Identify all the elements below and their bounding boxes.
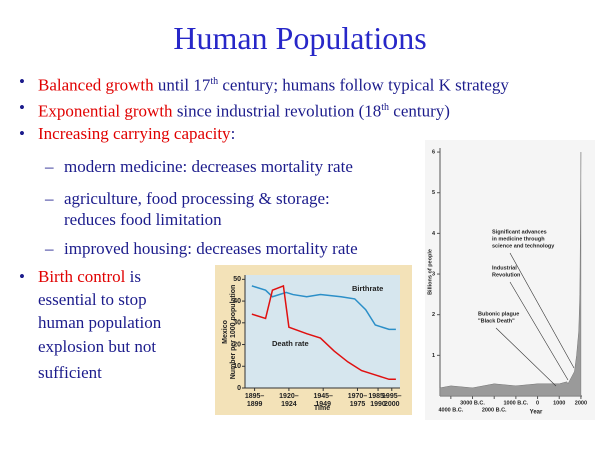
y-tick-label: 1 bbox=[432, 353, 435, 359]
x-axis-label: Time bbox=[314, 405, 330, 412]
x-tick-label: 1949 bbox=[315, 401, 331, 408]
x-tick-label: 1924 bbox=[281, 401, 297, 408]
x-tick-label: 4000 B.C. bbox=[438, 407, 463, 413]
bullet-text: Birth control bbox=[38, 267, 126, 286]
x-tick-label: 0 bbox=[536, 400, 539, 406]
annotation-leader bbox=[509, 281, 569, 381]
bullet-text: Exponential growth bbox=[38, 101, 173, 121]
bullet-line: essential to stop bbox=[38, 290, 147, 309]
bullet: Exponential growth since industrial revo… bbox=[19, 97, 450, 123]
y-tick-label: 4 bbox=[432, 231, 436, 237]
bullet-text: Balanced growth bbox=[38, 75, 154, 95]
series-line bbox=[251, 284, 396, 381]
slide-title: Human Populations bbox=[173, 20, 427, 56]
y-tick-label: 40 bbox=[233, 298, 241, 305]
x-tick-label: 1000 bbox=[553, 400, 565, 406]
bullet-text: until 17 bbox=[153, 75, 211, 95]
country-label: Mexico bbox=[222, 320, 229, 344]
sub-bullet: reduces food limitation bbox=[64, 210, 222, 229]
bullet-text: th bbox=[381, 102, 390, 113]
x-tick-label: 1975 bbox=[350, 401, 366, 408]
annotation: Industrial bbox=[492, 265, 517, 271]
annotation: Significant advances bbox=[492, 229, 547, 235]
bullet-text: century; humans follow typical K strateg… bbox=[218, 75, 509, 95]
y-tick-label: 3 bbox=[432, 271, 435, 277]
sub-bullet: agriculture, food processing & storage: bbox=[45, 188, 330, 210]
x-axis-label: Year bbox=[530, 410, 543, 416]
y-tick-label: 6 bbox=[432, 150, 435, 156]
x-tick-label: 1995– bbox=[382, 393, 402, 400]
y-tick-label: 0 bbox=[237, 385, 241, 392]
x-tick-label: 1945– bbox=[313, 393, 333, 400]
bullet-text: : bbox=[230, 124, 236, 143]
bullet: Birth control is bbox=[19, 266, 141, 288]
population-area bbox=[439, 152, 582, 397]
bullet-text: th bbox=[210, 76, 219, 87]
annotation-leader bbox=[509, 252, 575, 369]
x-tick-label: 1000 B.C. bbox=[503, 400, 528, 406]
y-tick-label: 20 bbox=[233, 341, 241, 348]
bullet-line: explosion but not bbox=[38, 337, 157, 356]
bullet-text: Increasing carrying capacity bbox=[38, 124, 231, 143]
x-tick-label: 2000 B.C. bbox=[482, 407, 507, 413]
annotation: Bubonic plague bbox=[478, 311, 519, 317]
series-label: Death rate bbox=[272, 339, 309, 348]
bullet-line: human population bbox=[38, 313, 162, 332]
y-tick-label: 10 bbox=[233, 363, 241, 370]
annotation: Revolution bbox=[492, 272, 521, 278]
x-tick-label: 1920– bbox=[279, 393, 299, 400]
chart-background bbox=[425, 140, 595, 420]
y-tick-label: 2 bbox=[432, 312, 435, 318]
bullet-text: century) bbox=[389, 101, 450, 121]
annotation: in medicine through bbox=[492, 236, 545, 242]
series-line bbox=[251, 285, 396, 331]
x-tick-label: 1895– bbox=[245, 393, 265, 400]
x-tick-label: 3000 B.C. bbox=[460, 400, 485, 406]
bullet-text: is bbox=[125, 267, 141, 286]
x-tick-label: 1899 bbox=[247, 401, 263, 408]
annotation: "Black Death" bbox=[478, 318, 515, 324]
y-tick-label: 5 bbox=[432, 190, 435, 196]
bullet: Balanced growth until 17th century; huma… bbox=[19, 71, 509, 97]
x-tick-label: 1990 bbox=[370, 401, 386, 408]
y-tick-label: 30 bbox=[233, 320, 241, 327]
series-label: Birthrate bbox=[352, 284, 383, 293]
sub-bullet: modern medicine: decreases mortality rat… bbox=[45, 156, 353, 178]
y-axis-label: Billions of people bbox=[427, 249, 433, 295]
bullet-text: since industrial revolution (18 bbox=[172, 101, 382, 121]
bullet-line: sufficient bbox=[38, 363, 102, 382]
x-tick-label: 2000 bbox=[384, 401, 400, 408]
bullet: Increasing carrying capacity: bbox=[19, 123, 236, 145]
y-tick-label: 50 bbox=[233, 276, 241, 283]
x-tick-label: 1985– bbox=[368, 393, 388, 400]
y-axis-label: Number per 1000 population bbox=[230, 285, 237, 380]
x-tick-label: 2000 bbox=[575, 400, 587, 406]
x-tick-label: 1970– bbox=[348, 393, 368, 400]
annotation-leader bbox=[495, 327, 557, 387]
annotation: science and technology bbox=[492, 243, 555, 249]
sub-bullet: improved housing: decreases mortality ra… bbox=[45, 238, 358, 260]
